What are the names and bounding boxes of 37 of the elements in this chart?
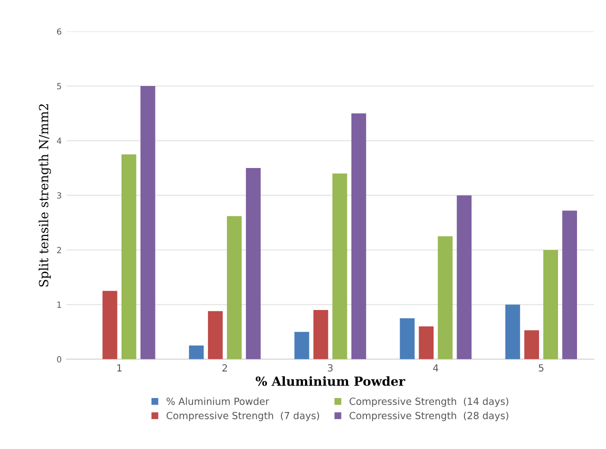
legend-label: Compressive Strength (28 days)	[350, 412, 508, 422]
bar	[505, 304, 520, 360]
bar	[188, 346, 204, 360]
y-tick-label: 0	[57, 356, 62, 362]
x-tick-label: 5	[538, 364, 544, 372]
y-tick-label: 2	[57, 246, 61, 254]
legend-label: % Aluminium Powder	[166, 397, 270, 405]
bar	[332, 173, 348, 360]
bar	[351, 113, 366, 360]
y-axis-title: Split tensile strength N/mm2	[38, 104, 51, 287]
y-tick-label: 1	[57, 302, 62, 308]
bar	[418, 326, 434, 360]
legend-label: Compressive Strength (14 days)	[350, 397, 508, 407]
bar	[208, 311, 223, 360]
bar	[562, 210, 578, 360]
bar	[438, 236, 453, 360]
y-tick-label: 5	[57, 83, 62, 90]
x-tick-label: 3	[328, 364, 333, 372]
bar	[524, 330, 540, 360]
bar	[140, 86, 156, 360]
bar	[543, 250, 558, 360]
y-tick-label: 6	[57, 28, 62, 35]
bar	[400, 318, 415, 360]
bar	[313, 310, 328, 360]
y-tick-label: 3	[57, 192, 62, 199]
x-tick-label: 4	[433, 364, 438, 372]
bar	[456, 195, 472, 360]
x-axis-title: % Aluminium Powder	[256, 376, 406, 386]
y-tick-label: 4	[56, 138, 62, 144]
bar	[226, 216, 242, 360]
legend-label: Compressive Strength (7 days)	[166, 412, 320, 422]
bar	[246, 168, 261, 360]
bar	[294, 332, 310, 360]
bar	[102, 290, 118, 360]
bar	[121, 154, 136, 360]
x-tick-label: 1	[117, 364, 122, 372]
x-tick-label: 2	[222, 364, 227, 372]
